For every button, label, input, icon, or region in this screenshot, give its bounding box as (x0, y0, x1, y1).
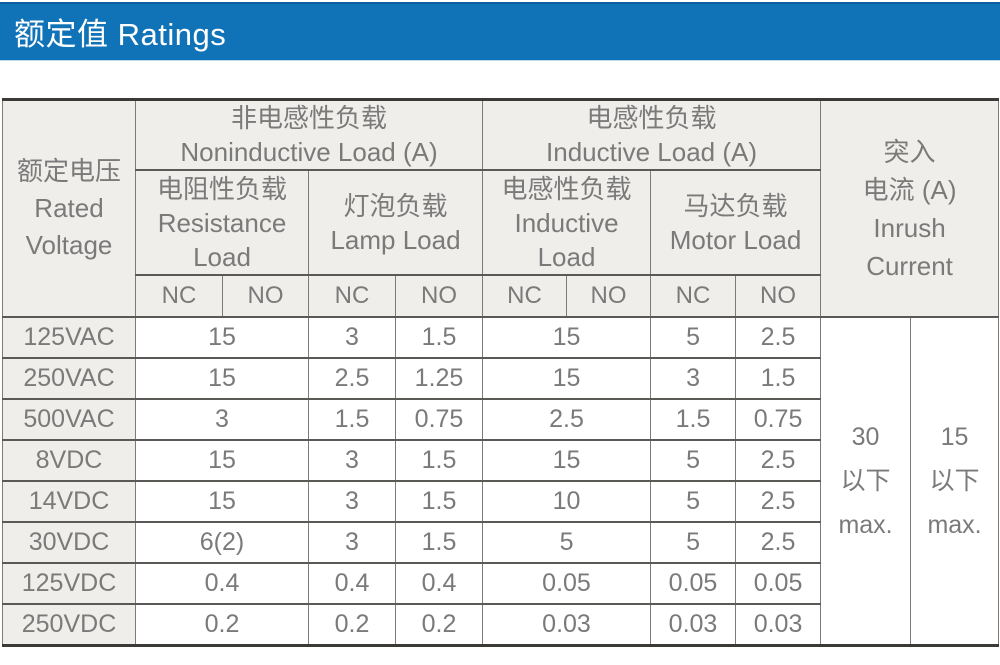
cell-resistance: 0.4 (135, 562, 309, 605)
voltage-label: 125VDC (2, 562, 136, 605)
table-row: 250VAC 15 2.5 1.25 15 3 1.5 (2, 357, 999, 400)
cell-inductive: 15 (482, 439, 652, 482)
cell-motor-no: 0.75 (735, 398, 822, 441)
table-row: 30VDC 6(2) 3 1.5 5 5 2.5 (2, 521, 999, 564)
cell-lamp-no: 1.5 (394, 521, 484, 564)
resistance-load-header: 电阻性负载 Resistance Load (135, 169, 309, 276)
table-row: 14VDC 15 3 1.5 10 5 2.5 (2, 480, 999, 523)
cell-inductive: 0.03 (482, 603, 652, 646)
voltage-label: 14VDC (2, 480, 136, 523)
cell-motor-no: 1.5 (735, 357, 822, 400)
voltage-label: 250VAC (2, 357, 136, 400)
cell-motor-no: 0.03 (735, 603, 822, 646)
noninductive-group-header: 非电感性负载 Noninductive Load (A) (134, 98, 484, 171)
cell-lamp-no: 1.5 (394, 439, 484, 482)
cell-inductive: 5 (482, 521, 652, 564)
ratings-table: 额定电压 Rated Voltage 非电感性负载 Noninductive L… (2, 98, 1000, 647)
cell-motor-no: 0.05 (735, 562, 822, 605)
header-row-groups: 额定电压 Rated Voltage 非电感性负载 Noninductive L… (2, 98, 1000, 318)
cell-lamp-nc: 0.2 (308, 603, 396, 646)
table-row: 250VDC 0.2 0.2 0.2 0.03 0.03 0.03 (2, 603, 999, 646)
voltage-label: 8VDC (2, 439, 136, 482)
cell-motor-nc: 5 (650, 521, 737, 564)
cell-inductive: 2.5 (482, 398, 652, 441)
table-row: 8VDC 15 3 1.5 15 5 2.5 (2, 439, 999, 482)
cell-motor-no: 2.5 (735, 480, 822, 523)
table-row: 125VAC 15 3 1.5 15 5 2.5 30 以下 max. 15 以… (2, 316, 1000, 646)
cell-lamp-no: 0.4 (394, 562, 484, 605)
cell-lamp-nc: 3 (308, 521, 396, 564)
header-row-contacts: NC NO NC NO NC NO NC NO (3, 274, 999, 318)
cell-lamp-no: 1.5 (394, 480, 484, 523)
cell-motor-nc: 5 (650, 439, 737, 482)
section-header-bar: 额定值 Ratings (0, 2, 1000, 61)
contact-header-nc: NC (482, 274, 568, 318)
contact-header-nc: NC (650, 274, 737, 318)
cell-lamp-no: 1.5 (394, 316, 484, 359)
cell-resistance: 15 (135, 357, 309, 400)
contact-header-no: NO (394, 274, 484, 318)
contact-header-no: NO (566, 274, 652, 318)
contact-header-no: NO (735, 274, 822, 318)
contact-header-nc: NC (135, 274, 223, 318)
cell-inductive: 0.05 (482, 562, 652, 605)
cell-resistance: 6(2) (135, 521, 309, 564)
cell-lamp-nc: 1.5 (308, 398, 396, 441)
cell-motor-no: 2.5 (735, 439, 822, 482)
cell-motor-no: 2.5 (735, 521, 822, 564)
cell-resistance: 15 (135, 316, 309, 359)
inrush-current-header: 突入 电流 (A) Inrush Current (820, 98, 1000, 318)
cell-inductive: 15 (482, 357, 652, 400)
cell-motor-nc: 5 (650, 316, 737, 359)
cell-lamp-no: 0.75 (394, 398, 484, 441)
lamp-load-header: 灯泡负载 Lamp Load (307, 169, 484, 276)
cell-lamp-nc: 2.5 (308, 357, 396, 400)
cell-inductive: 15 (482, 316, 652, 359)
table-row: 500VAC 3 1.5 0.75 2.5 1.5 0.75 (2, 398, 999, 441)
cell-lamp-nc: 3 (308, 316, 396, 359)
cell-motor-nc: 0.05 (650, 562, 737, 605)
cell-motor-nc: 5 (650, 480, 737, 523)
contact-header-nc: NC (308, 274, 396, 318)
cell-lamp-no: 1.25 (394, 357, 484, 400)
cell-resistance: 3 (135, 398, 309, 441)
cell-lamp-nc: 0.4 (308, 562, 396, 605)
voltage-label: 250VDC (2, 603, 136, 646)
cell-motor-nc: 1.5 (650, 398, 737, 441)
motor-load-header: 马达负载 Motor Load (650, 169, 822, 276)
cell-lamp-nc: 3 (308, 439, 396, 482)
cell-inrush-15: 15 以下 max. (910, 316, 1000, 646)
cell-motor-no: 2.5 (735, 316, 822, 359)
table-row: 125VDC 0.4 0.4 0.4 0.05 0.05 0.05 (2, 562, 999, 605)
cell-inrush-30: 30 以下 max. (820, 316, 912, 646)
cell-motor-nc: 3 (650, 357, 737, 400)
voltage-label: 500VAC (2, 398, 136, 441)
cell-resistance: 15 (135, 439, 309, 482)
cell-motor-nc: 0.03 (650, 603, 737, 646)
voltage-label: 125VAC (2, 316, 136, 359)
cell-lamp-no: 0.2 (394, 603, 484, 646)
contact-header-no: NO (222, 274, 309, 318)
inductive-load-header: 电感性负载 Inductive Load (482, 169, 652, 276)
cell-inductive: 10 (482, 480, 652, 523)
inductive-group-header: 电感性负载 Inductive Load (A) (482, 98, 822, 171)
rated-voltage-header: 额定电压 Rated Voltage (2, 98, 136, 318)
cell-resistance: 15 (135, 480, 309, 523)
header-row-subgroups: 电阻性负载 Resistance Load 灯泡负载 Lamp Load 电感性… (3, 169, 999, 276)
voltage-label: 30VDC (2, 521, 136, 564)
cell-lamp-nc: 3 (308, 480, 396, 523)
cell-resistance: 0.2 (135, 603, 309, 646)
page-title: 额定值 Ratings (14, 16, 227, 52)
